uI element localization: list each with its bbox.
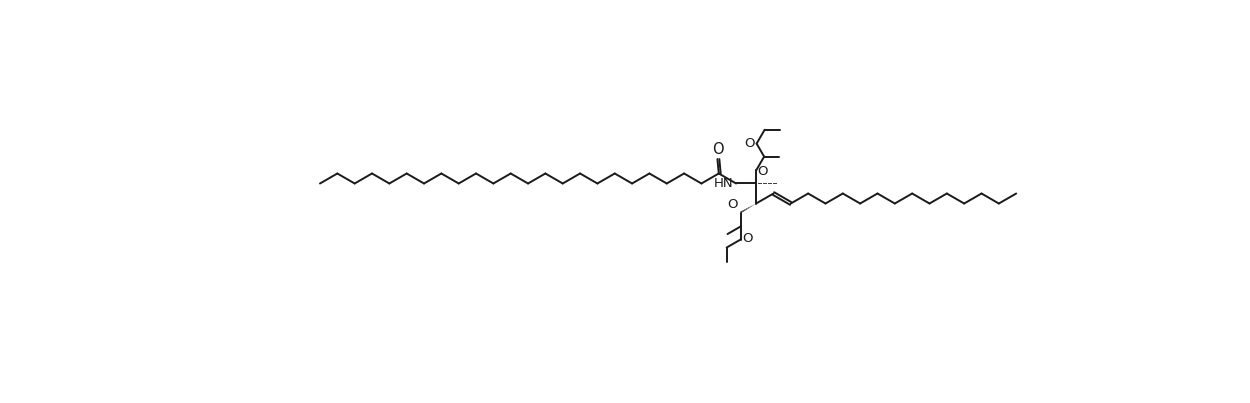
- Text: O: O: [742, 232, 752, 245]
- Text: O: O: [712, 142, 724, 157]
- Text: O: O: [758, 165, 768, 178]
- Text: O: O: [728, 197, 739, 211]
- Text: O: O: [745, 137, 755, 150]
- Text: HN: HN: [714, 177, 734, 189]
